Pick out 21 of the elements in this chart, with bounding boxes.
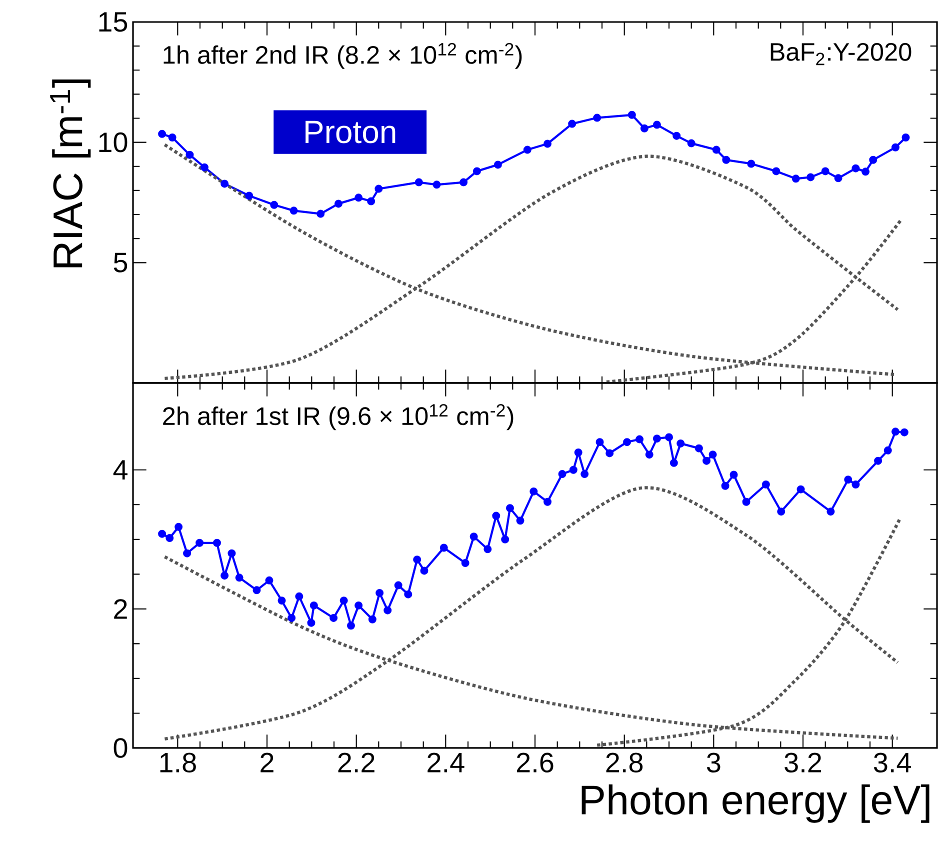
x-tick-label: 3.4 [874, 752, 911, 773]
y-axis-title: RIAC [m$^{-1}$] [50, 80, 91, 268]
y-tick-label: 10 [99, 132, 128, 152]
annotation: 1h after 2nd IR (8.2 × 10$^{12}$ cm$^{-2}$) [164, 42, 522, 69]
y-tick-label: 4 [113, 460, 128, 480]
x-tick-label: 2.8 [606, 752, 643, 773]
annotation: BaF$_{2}$:Y-2020 [770, 42, 912, 66]
x-tick-label: 2 [260, 752, 274, 772]
x-tick-label: 2.6 [516, 752, 554, 773]
x-axis-title: Photon energy [eV] [582, 784, 930, 823]
x-tick-label: 3.2 [784, 752, 822, 773]
y-tick-label: 15 [99, 12, 128, 32]
y-tick-label: 0 [114, 738, 128, 758]
x-tick-label: 2.4 [428, 752, 464, 772]
x-tick-label: 2.2 [338, 752, 374, 772]
annotation: 2h after 1st IR (9.6 × 10$^{12}$ cm$^{-2}$) [163, 404, 514, 430]
x-tick-label: 1.8 [160, 752, 196, 773]
x-tick-label: 3 [706, 752, 720, 773]
annotation: Proton [306, 120, 396, 144]
y-tick-label: 5 [114, 252, 128, 272]
y-tick-label: 2 [114, 599, 127, 619]
